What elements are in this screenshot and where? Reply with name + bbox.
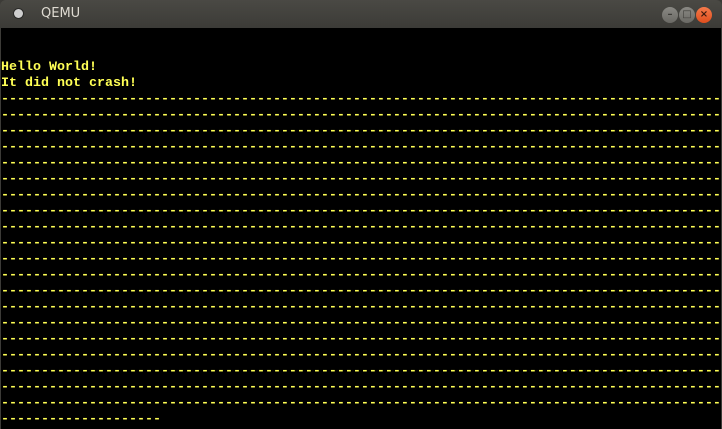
console-line: ----------------------------------------…: [1, 188, 721, 203]
minimize-button[interactable]: –: [662, 7, 678, 23]
console-line: [1, 44, 721, 60]
console-line: It did not crash!: [1, 76, 137, 91]
console-line: ----------------------------------------…: [1, 332, 721, 347]
console-line: ----------------------------------------…: [1, 316, 721, 331]
console-line: ----------------------------------------…: [1, 156, 721, 171]
console-line: ----------------------------------------…: [1, 284, 721, 299]
console-line: ----------------------------------------…: [1, 252, 721, 267]
console-line: ----------------------------------------…: [1, 364, 721, 379]
vm-display[interactable]: Hello World! It did not crash! -----------…: [1, 28, 721, 429]
console-line: ----------------------------------------…: [1, 236, 721, 251]
console-line: ----------------------------------------…: [1, 380, 721, 395]
close-icon: ×: [699, 9, 709, 20]
window-title: QEMU: [41, 6, 81, 21]
console-line: ----------------------------------------…: [1, 172, 721, 187]
close-button[interactable]: ×: [696, 7, 712, 23]
console-line: Hello World!: [1, 60, 97, 75]
console-line: ----------------------------------------…: [1, 92, 721, 107]
console-line: ----------------------------------------…: [1, 108, 721, 123]
console-line: ----------------------------------------…: [1, 300, 721, 315]
console-line: --------------------: [1, 412, 161, 427]
console-line: ----------------------------------------…: [1, 396, 721, 411]
console-line: ----------------------------------------…: [1, 348, 721, 363]
console-line: ----------------------------------------…: [1, 124, 721, 139]
qemu-icon: [14, 9, 23, 18]
maximize-icon: □: [682, 9, 692, 20]
console-line: ----------------------------------------…: [1, 140, 721, 155]
console-line: [1, 28, 721, 44]
console-line: ----------------------------------------…: [1, 220, 721, 235]
minimize-icon: –: [667, 9, 673, 20]
console-line: ----------------------------------------…: [1, 268, 721, 283]
maximize-button[interactable]: □: [679, 7, 695, 23]
title-bar[interactable]: QEMU – □ ×: [0, 0, 722, 28]
console-line: ----------------------------------------…: [1, 204, 721, 219]
